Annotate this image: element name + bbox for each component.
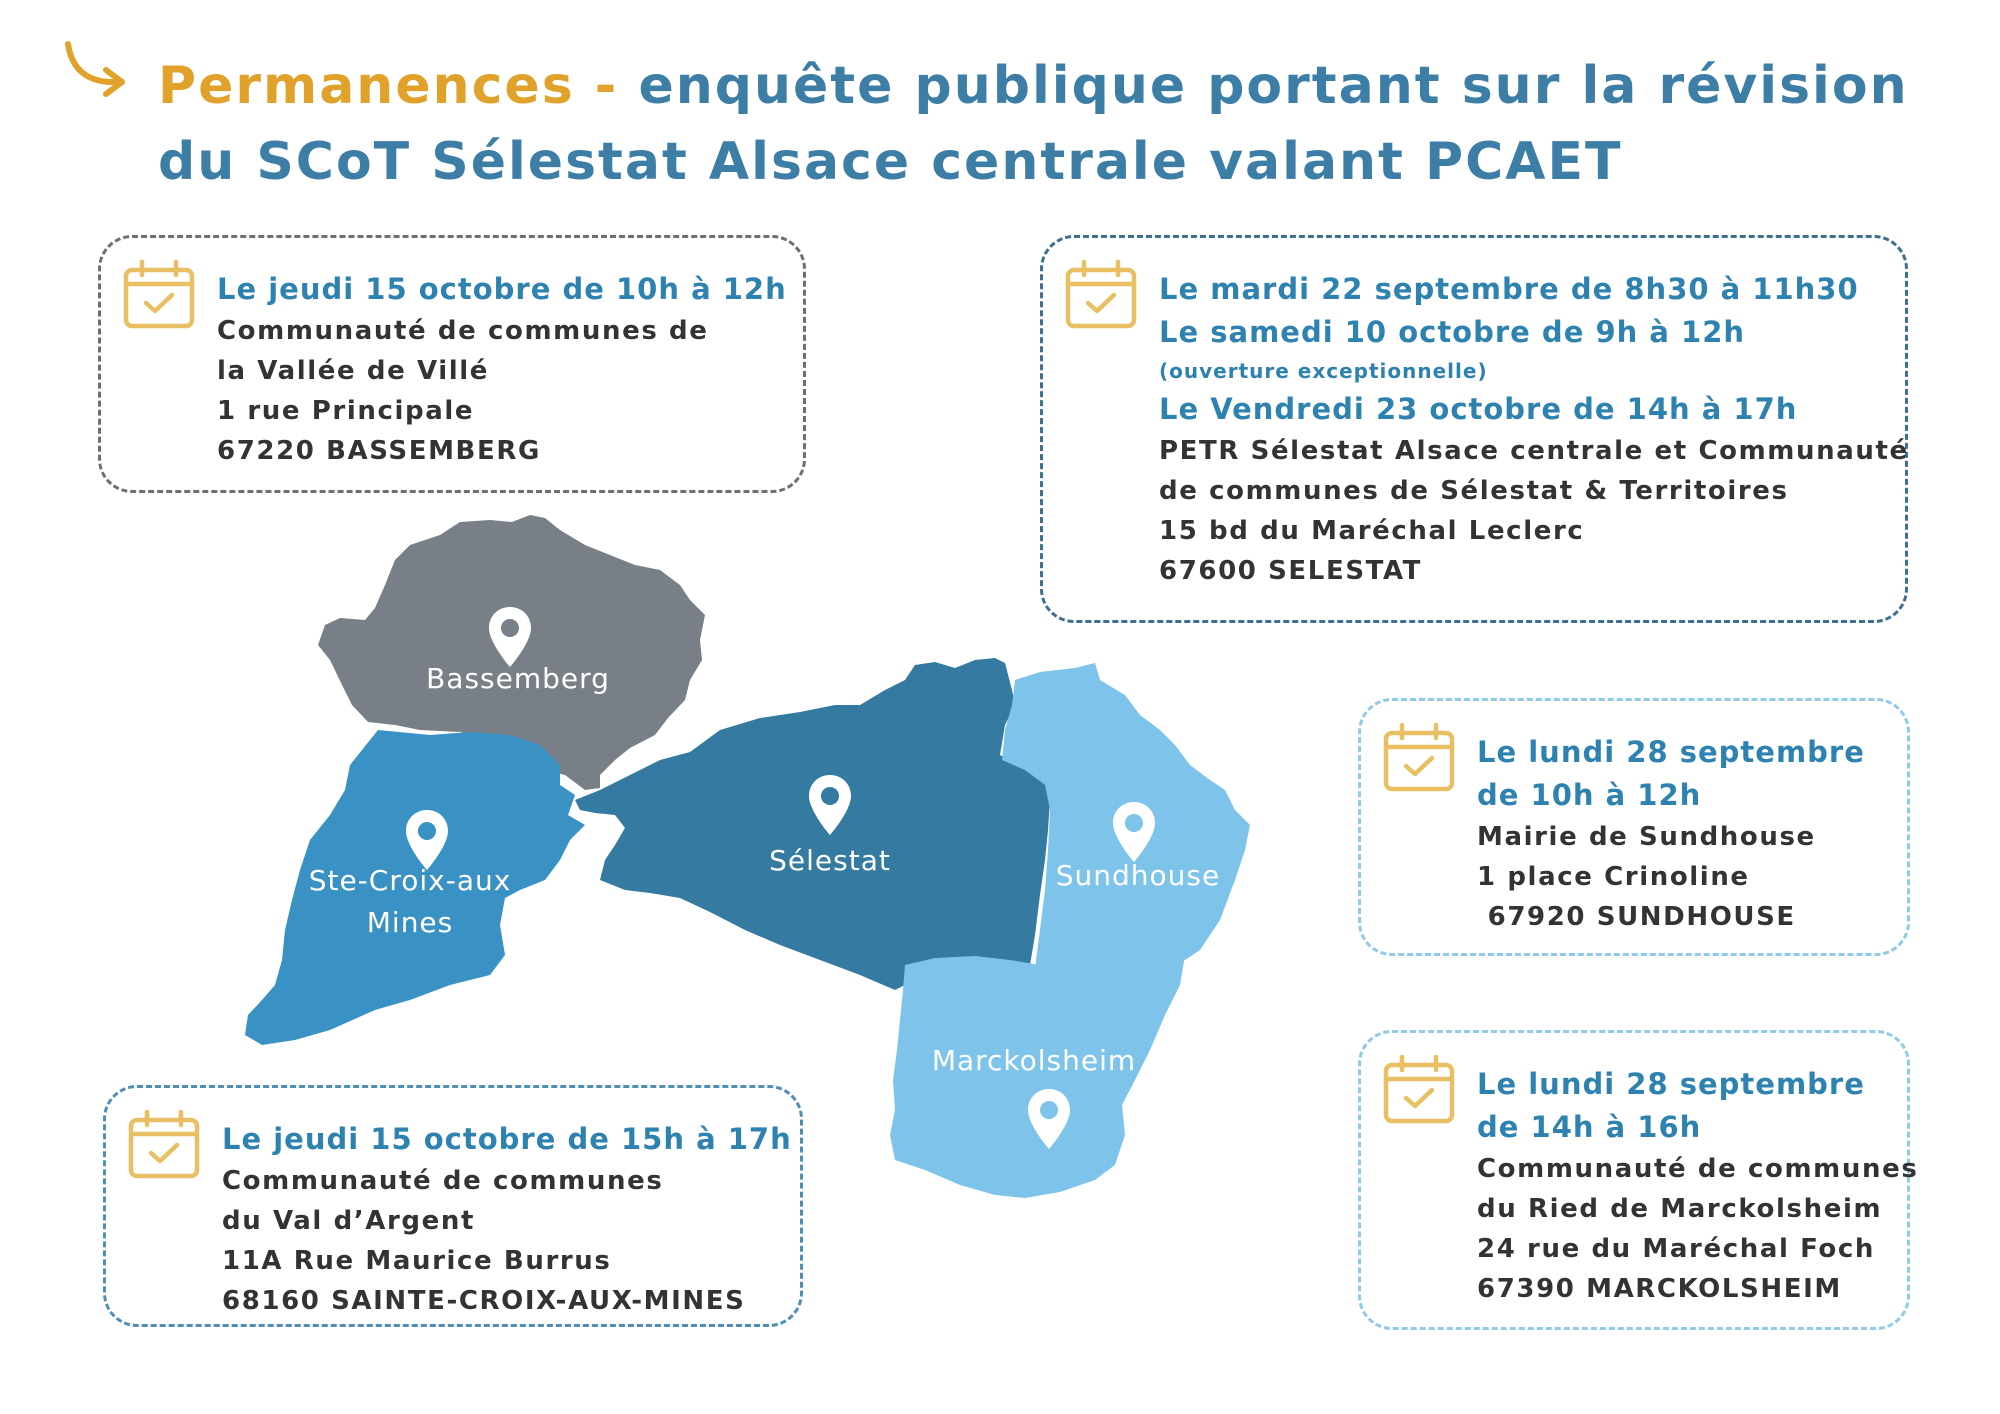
bassemberg-pin-icon <box>489 607 531 667</box>
card-address-line: 67920 SUNDHOUSE <box>1477 902 1796 932</box>
page-title: Permanences - enquête publique portant s… <box>158 48 1988 200</box>
region-bassemberg[interactable]: Bassemberg <box>318 515 705 790</box>
card-note: (ouverture exceptionnelle) <box>1159 359 1488 383</box>
card-date: Le samedi 10 octobre de 9h à 12h <box>1159 315 1746 349</box>
card-date: Le Vendredi 23 octobre de 14h à 17h <box>1159 392 1798 426</box>
card-address-line: 68160 SAINTE-CROIX-AUX-MINES <box>222 1286 746 1316</box>
calendar-check-icon <box>1065 259 1137 329</box>
title-accent: Permanences - <box>158 56 619 116</box>
card-date: de 10h à 12h <box>1477 778 1702 812</box>
card-ste-croix: Le jeudi 15 octobre de 15h à 17h Communa… <box>103 1085 803 1327</box>
calendar-check-icon <box>123 259 195 329</box>
selestat-label: Sélestat <box>769 844 891 877</box>
calendar-check-icon <box>1383 1054 1455 1124</box>
card-address-line: 67600 SELESTAT <box>1159 556 1423 586</box>
ste-croix-label-line2: Mines <box>367 906 454 939</box>
card-date: Le jeudi 15 octobre de 10h à 12h <box>217 272 787 306</box>
ste-croix-pin-icon <box>406 810 448 870</box>
card-date: de 14h à 16h <box>1477 1110 1702 1144</box>
marckolsheim-label: Marckolsheim <box>932 1044 1136 1077</box>
card-address-line: 11A Rue Maurice Burrus <box>222 1246 612 1276</box>
card-date: Le jeudi 15 octobre de 15h à 17h <box>222 1122 792 1156</box>
card-address-line: 1 place Crinoline <box>1477 862 1750 892</box>
region-selestat[interactable]: Sélestat <box>575 658 1050 990</box>
region-marckolsheim[interactable]: Marckolsheim <box>890 955 1185 1198</box>
card-date: Le mardi 22 septembre de 8h30 à 11h30 <box>1159 272 1859 306</box>
curved-arrow-icon <box>65 41 125 97</box>
region-ste-croix[interactable]: Ste-Croix-aux Mines <box>245 730 585 1045</box>
marckolsheim-pin-icon <box>1028 1089 1070 1149</box>
calendar-check-icon <box>1383 722 1455 792</box>
card-address-line: Communauté de communes <box>222 1166 664 1196</box>
card-marckolsheim: Le lundi 28 septembre de 14h à 16h Commu… <box>1358 1030 1919 1330</box>
card-date: Le lundi 28 septembre <box>1477 735 1865 769</box>
sundhouse-pin-icon <box>1113 802 1155 862</box>
card-address-line: PETR Sélestat Alsace centrale et Communa… <box>1159 436 1909 466</box>
card-address-line: 67220 BASSEMBERG <box>217 436 541 466</box>
card-selestat: Le mardi 22 septembre de 8h30 à 11h30 Le… <box>1040 235 1908 623</box>
title-rest: enquête publique portant sur la révision… <box>158 56 1909 192</box>
card-sundhouse: Le lundi 28 septembre de 10h à 12h Mairi… <box>1358 698 1910 956</box>
card-address-line: du Ried de Marckolsheim <box>1477 1194 1883 1224</box>
card-address-line: de communes de Sélestat & Territoires <box>1159 476 1789 506</box>
calendar-check-icon <box>128 1109 200 1179</box>
card-address-line: du Val d’Argent <box>222 1206 475 1236</box>
selestat-pin-icon <box>809 775 851 835</box>
card-bassemberg: Le jeudi 15 octobre de 10h à 12h Communa… <box>98 235 806 493</box>
card-date: Le lundi 28 septembre <box>1477 1067 1865 1101</box>
sundhouse-label: Sundhouse <box>1056 859 1220 892</box>
card-address-line: la Vallée de Villé <box>217 356 490 386</box>
ste-croix-label-line1: Ste-Croix-aux <box>309 864 512 897</box>
card-address-line: 24 rue du Maréchal Foch <box>1477 1234 1876 1264</box>
card-address-line: 1 rue Principale <box>217 396 475 426</box>
card-address-line: Mairie de Sundhouse <box>1477 822 1816 852</box>
card-address-line: Communauté de communes <box>1477 1154 1919 1184</box>
bassemberg-label: Bassemberg <box>426 662 610 695</box>
card-address-line: 15 bd du Maréchal Leclerc <box>1159 516 1585 546</box>
card-address-line: Communauté de communes de <box>217 316 709 346</box>
card-address-line: 67390 MARCKOLSHEIM <box>1477 1274 1842 1304</box>
region-sundhouse[interactable]: Sundhouse <box>1002 663 1250 968</box>
